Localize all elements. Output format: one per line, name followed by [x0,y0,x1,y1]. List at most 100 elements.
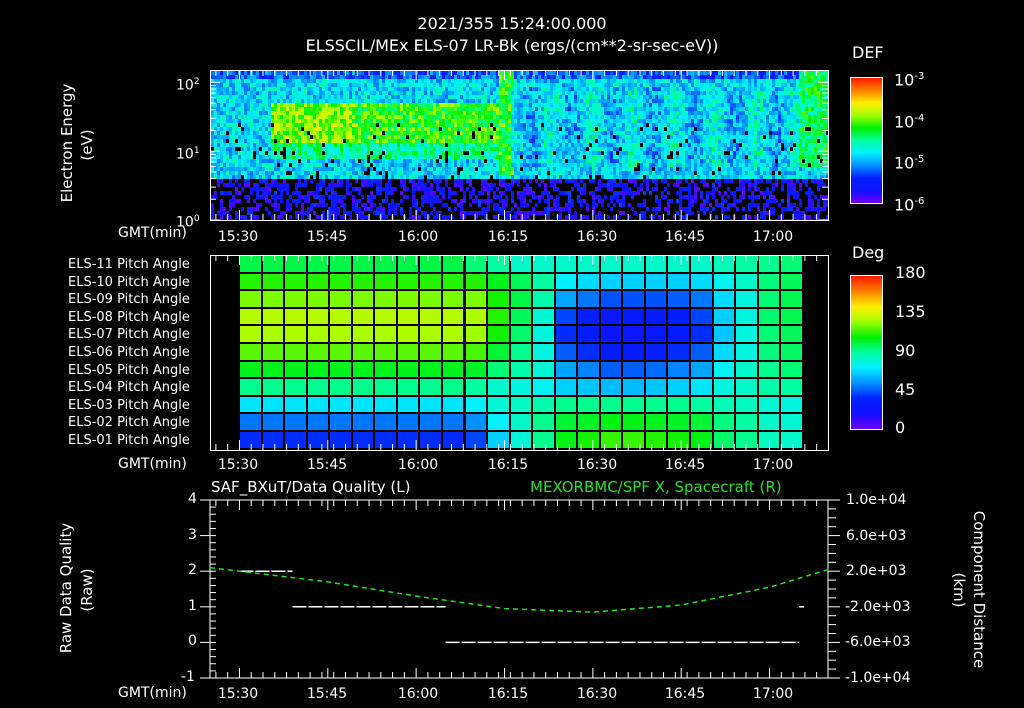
pitch-angle-cell [645,308,669,327]
pitch-angle-cell [600,291,624,309]
pitch-angle-cell [600,361,624,380]
pitch-angle-cell [578,396,601,415]
pitch-angle-cell [713,396,737,415]
pitch-angle-cell [397,379,421,397]
pitch-angle-cell [420,396,443,415]
pitch-angle-cell [397,361,421,380]
pitch-angle-cell [510,414,534,432]
pitch-angle-cell [375,396,398,415]
spacecraft-title: MEXORBMC/SPF X, Spacecraft (R) [530,478,782,496]
pitch-angle-frame [210,255,829,451]
pitch-angle-cell [375,414,398,432]
pitch-angle-cell [533,273,556,292]
pitch-angle-cell [330,308,353,327]
time-tick-label: 16:30 [576,457,618,473]
pitch-angle-cell [442,308,466,327]
pitch-angle-cell [781,273,804,292]
pitch-angle-cell [442,291,466,309]
pitch-angle-cell [555,308,579,327]
pitch-angle-cell [781,432,804,450]
distance-ytick: 1.0e+04 [846,492,907,508]
pitch-angle-cell [510,308,534,327]
pitch-angle-cell [352,432,376,450]
time-tick-label: 16:00 [397,229,439,245]
pitch-angle-cell [736,414,759,432]
pitch-angle-cell [578,361,601,380]
pitch-angle-cell [307,344,331,362]
pitch-angle-cell [488,273,511,292]
pitch-angle-cell [668,256,691,274]
pitch-angle-cell [240,344,263,362]
pitch-angle-cell [600,326,624,344]
pitch-angle-cell [555,326,579,344]
deg-label-0: 0 [895,418,906,437]
pitch-angle-cell [465,414,489,432]
pitch-angle-cell [758,308,782,327]
time-tick-label: 16:45 [664,457,706,473]
pitch-angle-cell [465,291,489,309]
pitch-angle-cell [600,396,624,415]
pitch-angle-cell [578,326,601,344]
pitch-angle-cell [736,432,759,450]
energy-tick-100: 102 [176,77,200,94]
time-tick-label: 17:00 [752,686,794,702]
pitch-angle-cell [713,308,737,327]
pitch-angle-row-label: ELS-01 Pitch Angle [68,433,190,448]
pitch-angle-cell [352,273,376,292]
pitch-angle-cell [420,308,443,327]
pitch-angle-cell [623,308,646,327]
pitch-angle-cell [578,379,601,397]
pitch-angle-cell [510,273,534,292]
pitch-angle-cell [330,379,353,397]
pitch-angle-cell [330,273,353,292]
data-quality-title: SAF_BXuT/Data Quality (L) [211,478,411,496]
pitch-angle-cell [307,326,331,344]
pitch-angle-cell [578,414,601,432]
pitch-angle-cell [375,308,398,327]
pitch-angle-cell [668,361,691,380]
pitch-angle-cell [533,291,556,309]
pitch-angle-cell [488,326,511,344]
pitch-angle-cell [420,361,443,380]
pitch-angle-cell [307,291,331,309]
pitch-angle-cell [510,291,534,309]
pitch-angle-cell [691,308,714,327]
time-tick-label: 16:45 [664,229,706,245]
pitch-angle-cell [352,256,376,274]
deg-colorbar-title: Deg [852,243,885,262]
pitch-angle-cell [555,361,579,380]
pitch-angle-cell [713,256,737,274]
pitch-angle-cell [465,361,489,380]
def-colorbar-title: DEF [852,43,884,62]
pitch-angle-cell [307,432,331,450]
distance-ytick: 6.0e+03 [846,527,907,544]
pitch-angle-cell [488,414,511,432]
energy-axis-ticks [210,70,828,221]
pitch-angle-row-label: ELS-08 Pitch Angle [68,309,190,325]
pitch-angle-cell [465,273,489,292]
pitch-angle-cell [758,344,782,362]
pitch-angle-cell [352,326,376,344]
pitch-angle-cell [781,256,804,274]
pitch-angle-cell [465,256,489,274]
pitch-angle-cell [600,379,624,397]
pitch-angle-cell [262,379,286,397]
deg-colorbar [850,275,883,430]
time-tick-label: 17:00 [752,229,794,245]
pitch-angle-cell [285,344,308,362]
pitch-angle-cell [420,432,443,450]
energy-spectrogram-frame [210,70,829,221]
deg-label-135: 135 [895,302,926,321]
pitch-angle-cell [285,414,308,432]
distance-ytick: -2.0e+03 [845,598,911,615]
data-quality-plot [200,499,840,679]
pitch-angle-cell [578,273,601,292]
time-tick-label: 16:15 [487,229,529,245]
pitch-angle-cell [555,256,579,274]
pitch-angle-ticks [215,255,818,450]
pitch-angle-cell [623,344,646,362]
pitch-angle-cell [668,379,691,397]
distance-ytick: -6.0e+03 [845,634,911,651]
data-quality-axis-unit: (Raw) [78,568,96,612]
pitch-angle-row-label: ELS-02 Pitch Angle [68,415,190,431]
